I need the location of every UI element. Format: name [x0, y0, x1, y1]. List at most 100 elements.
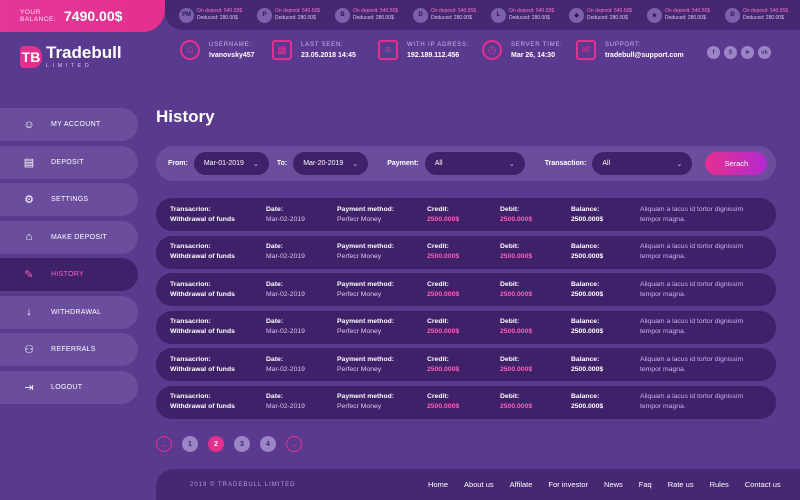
cell-value-transaction: Withdrawal of funds [170, 328, 235, 336]
logo-mark-icon: TB [20, 45, 42, 68]
ticker-deduced: Deduced: 280.00$ [431, 15, 472, 21]
footer-link[interactable]: For investor [548, 480, 589, 489]
cell-value-balance: 2500.000$ [571, 403, 604, 411]
footer-link[interactable]: Faq [638, 480, 652, 489]
footer-link[interactable]: News [604, 480, 623, 489]
sidebar-item-make-deposit[interactable]: ⌂ Make Deposit [0, 220, 138, 254]
ticker-text: On deposit: 540.55$ Deduced: 280.00$ [275, 8, 320, 22]
vk-icon[interactable]: vk [758, 46, 771, 59]
skype-icon[interactable]: S [724, 46, 737, 59]
to-label: To: [276, 160, 288, 167]
column-header-method: Payment method: [337, 205, 395, 213]
cell-balance: Balance: 2500.000$ [571, 205, 640, 225]
header-ip: ≡ With IP adress: 192.189.112.456 [378, 40, 469, 60]
cell-value-credit: 2500.000$ [427, 215, 460, 223]
cell-date: Date: Mar-02-2019 [266, 242, 337, 262]
column-header-date: Date: [266, 393, 283, 401]
sidebar-item-label: Withdrawal [51, 308, 102, 316]
cell-value-date: Mar-02-2019 [266, 290, 305, 298]
footer-link[interactable]: Rate us [667, 480, 694, 489]
ticker-deduced: Deduced: 280.00$ [197, 15, 238, 21]
ticker-deposit: On deposit: 540.55$ [431, 8, 477, 14]
server-time-value: Mar 26, 14:30 [511, 51, 555, 59]
footer-link[interactable]: About us [464, 480, 494, 489]
column-header-transaction: Transacrion: [170, 243, 211, 251]
column-header-balance: Balance: [571, 393, 600, 401]
footer-link[interactable]: Home [428, 480, 449, 489]
sidebar-item-history[interactable]: ✎ History [0, 258, 138, 291]
column-header-date: Date: [266, 243, 283, 251]
column-header-balance: Balance: [571, 280, 600, 288]
ticker-text: On deposit: 540.55$ Deduced: 280.00$ [665, 8, 710, 22]
next-arrow-icon[interactable]: → [286, 436, 302, 452]
page-button[interactable]: 1 [182, 436, 198, 452]
cell-value-method: Perfecr Money [337, 253, 382, 261]
footer-link[interactable]: Affilate [509, 480, 533, 489]
sidebar-item-logout[interactable]: ⇥ Logout [0, 370, 138, 404]
cell-method: Payment method: Perfecr Money [337, 280, 427, 300]
page-title: History [156, 107, 215, 126]
logo-name: Tradebull [46, 43, 122, 62]
support-value[interactable]: tradebull@support.com [605, 51, 684, 59]
sidebar-item-settings[interactable]: ⚙ Settings [0, 183, 138, 216]
cell-method: Payment method: Perfecr Money [337, 392, 427, 412]
prev-arrow-icon[interactable]: ← [156, 436, 172, 452]
ticker-deduced: Deduced: 280.00$ [275, 15, 316, 21]
column-header-method: Payment method: [337, 280, 395, 288]
cell-method: Payment method: Perfecr Money [337, 242, 427, 262]
column-header-credit: Credit: [427, 318, 449, 326]
sidebar-item-deposit[interactable]: ▤ Deposit [0, 145, 138, 179]
table-row: Transacrion: Withdrawal of funds Date: Mar-… [156, 235, 776, 269]
payment-select[interactable]: All ⌄ [424, 152, 525, 175]
ticker-item: D On deposit: 540.55$ Deduced: 280.00$ [413, 7, 488, 23]
withdrawal-icon: ↓ [26, 306, 32, 318]
footer-link[interactable]: Rules [709, 480, 729, 489]
history-icon: ✎ [24, 269, 34, 281]
settings-icon: ⚙ [24, 194, 34, 206]
ticker-deposit: On deposit: 540.55$ [587, 8, 633, 14]
server-icon: ≡ [378, 40, 398, 60]
page-button[interactable]: 4 [260, 436, 276, 452]
logo[interactable]: TB Tradebull LIMITED [20, 44, 122, 69]
balance-badge: Your Balance: 7490.00$ [0, 0, 165, 32]
cell-value-credit: 2500.000$ [427, 253, 460, 261]
to-date-value: Mar-20-2019 [303, 160, 344, 167]
facebook-icon[interactable]: f [707, 46, 720, 59]
sidebar-item-withdrawal[interactable]: ↓ Withdrawal [0, 295, 138, 329]
from-date-select[interactable]: Mar-01-2019 ⌄ [193, 152, 269, 175]
search-button[interactable]: Serach [705, 152, 768, 175]
ticker-deposit: On deposit: 540.55$ [353, 8, 399, 14]
chevron-down-icon: ⌄ [508, 160, 515, 168]
page-button[interactable]: 3 [234, 436, 250, 452]
telegram-icon[interactable]: ➤ [741, 46, 754, 59]
deposit-ticker: PM On deposit: 540.55$ Deduced: 280.00$ P On… [165, 0, 800, 30]
sidebar-item-my-account[interactable]: ☺ My Account [0, 108, 138, 141]
row-description: Aliquam a lacus id tortor dignissim temp… [640, 355, 744, 373]
column-header-credit: Credit: [427, 205, 449, 213]
page-button[interactable]: 2 [208, 436, 224, 452]
ticker-item: Đ On deposit: 540.55$ Deduced: 280.00$ [725, 7, 800, 23]
to-date-select[interactable]: Mar-20-2019 ⌄ [293, 152, 369, 175]
cell-method: Payment method: Perfecr Money [337, 355, 427, 375]
footer: 2019 © Tradebull Limited Home About us Aff… [156, 469, 800, 500]
last-seen-value: 23.05.2018 14:45 [301, 51, 356, 59]
support-label: Support: [605, 41, 642, 48]
perfect-money-icon: PM [179, 7, 194, 23]
sidebar-item-referrals[interactable]: ⚇ Referrals [0, 333, 138, 366]
cell-debit: Debit: 2500.000$ [500, 205, 571, 225]
cell-value-credit: 2500.000$ [427, 403, 460, 411]
cell-transaction: Transacrion: Withdrawal of funds [170, 317, 266, 337]
cell-value-transaction: Withdrawal of funds [170, 365, 235, 373]
cell-credit: Credit: 2500.000$ [427, 205, 500, 225]
litecoin-icon: Ł [491, 7, 506, 23]
column-header-transaction: Transacrion: [170, 205, 211, 213]
cell-transaction: Transacrion: Withdrawal of funds [170, 205, 266, 225]
cell-credit: Credit: 2500.000$ [427, 355, 500, 375]
header-last-seen: ▦ Last seen: 23.05.2018 14:45 [272, 40, 356, 60]
transaction-select[interactable]: All ⌄ [592, 152, 693, 175]
ticker-item: Ł On deposit: 540.55$ Deduced: 280.00$ [491, 7, 566, 23]
footer-link[interactable]: Contact us [744, 480, 781, 489]
row-description: Aliquam a lacus id tortor dignissim temp… [640, 393, 744, 411]
sidebar-item-label: Make Deposit [51, 233, 108, 241]
cell-transaction: Transacrion: Withdrawal of funds [170, 355, 266, 375]
